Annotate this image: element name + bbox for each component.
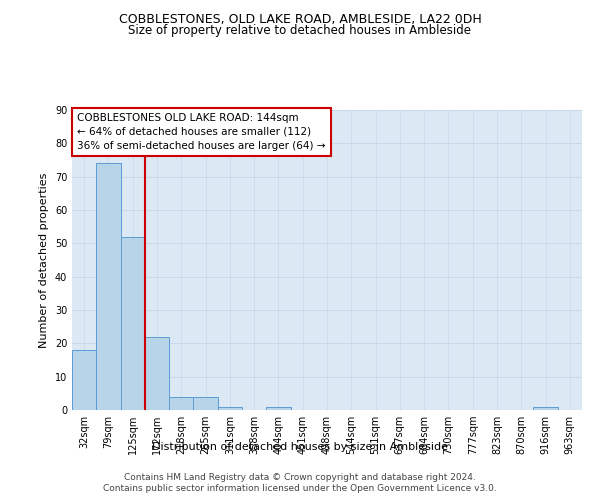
Bar [193,396,218,410]
Bar [96,164,121,410]
Bar [121,236,145,410]
Bar [218,406,242,410]
Text: Contains public sector information licensed under the Open Government Licence v3: Contains public sector information licen… [103,484,497,493]
Text: Distribution of detached houses by size in Ambleside: Distribution of detached houses by size … [152,442,448,452]
Bar [72,350,96,410]
Text: Contains HM Land Registry data © Crown copyright and database right 2024.: Contains HM Land Registry data © Crown c… [124,472,476,482]
Text: COBBLESTONES OLD LAKE ROAD: 144sqm
← 64% of detached houses are smaller (112)
36: COBBLESTONES OLD LAKE ROAD: 144sqm ← 64%… [77,113,326,151]
Bar [145,336,169,410]
Y-axis label: Number of detached properties: Number of detached properties [39,172,49,348]
Text: Size of property relative to detached houses in Ambleside: Size of property relative to detached ho… [128,24,472,37]
Text: COBBLESTONES, OLD LAKE ROAD, AMBLESIDE, LA22 0DH: COBBLESTONES, OLD LAKE ROAD, AMBLESIDE, … [119,12,481,26]
Bar [533,406,558,410]
Bar [169,396,193,410]
Bar [266,406,290,410]
